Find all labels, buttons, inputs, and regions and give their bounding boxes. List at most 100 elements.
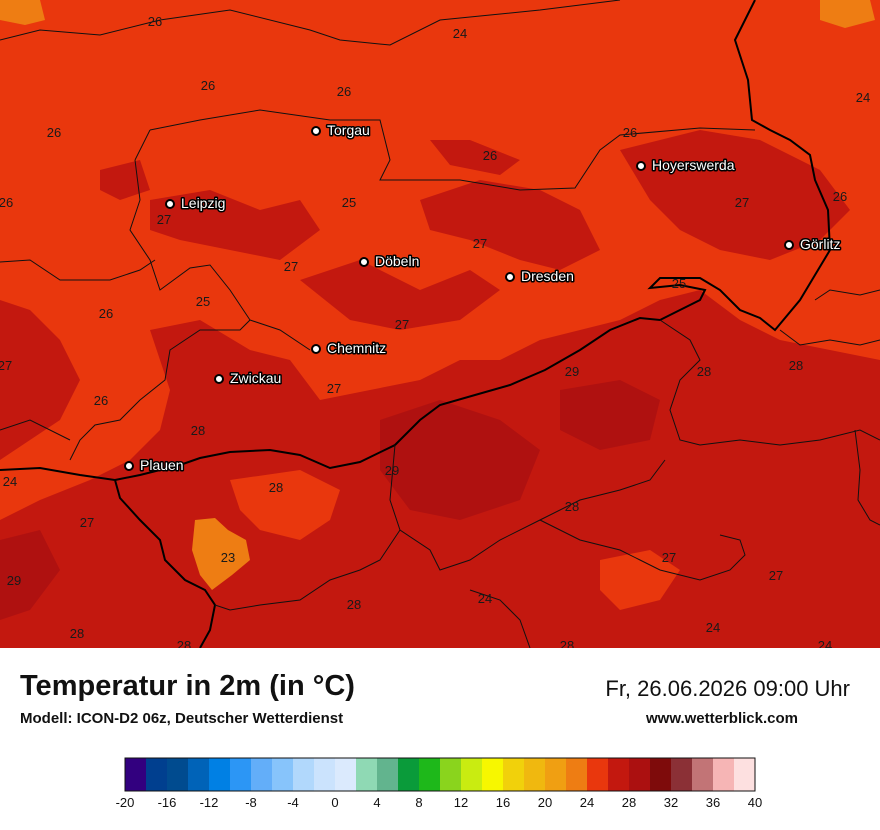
city-dot-icon: [165, 199, 175, 209]
legend-tick-label: 12: [454, 795, 468, 810]
model-info: Modell: ICON-D2 06z, Deutscher Wetterdie…: [20, 710, 344, 727]
city-plauen: Plauen: [124, 456, 185, 475]
city-doebeln: Döbeln: [359, 252, 421, 271]
legend-swatch: [629, 758, 651, 791]
temp-label: 28: [347, 597, 361, 612]
temp-label: 27: [80, 515, 94, 530]
legend-frame: [124, 757, 756, 792]
temp-label: 27: [735, 195, 749, 210]
legend-tick-label: 40: [748, 795, 762, 810]
temp-label: 28: [565, 499, 579, 514]
legend-tick-label: 24: [580, 795, 594, 810]
legend-swatch: [209, 758, 231, 791]
temp-label: 26: [337, 84, 351, 99]
temp-label: 26: [483, 148, 497, 163]
temp-label: 26: [0, 195, 13, 210]
temp-label: 27: [327, 381, 341, 396]
legend-tick-label: -4: [287, 795, 299, 810]
city-dot-icon: [311, 344, 321, 354]
legend-swatch: [734, 758, 756, 791]
temp-label: 23: [221, 550, 235, 565]
temp-label: 28: [191, 423, 205, 438]
map-canvas: 26 24 26 26 24 26 26 26 26 27 27 25 27 2…: [0, 0, 880, 648]
city-label: Torgau: [327, 122, 370, 138]
temp-label: 27: [769, 568, 783, 583]
legend-swatch: [419, 758, 441, 791]
temp-label: 24: [818, 638, 832, 648]
legend-tick-label: 20: [538, 795, 552, 810]
legend-swatch: [335, 758, 357, 791]
legend-swatch: [377, 758, 399, 791]
temp-label: 26: [99, 306, 113, 321]
legend-swatch: [503, 758, 525, 791]
temp-label: 29: [565, 364, 579, 379]
legend-swatch: [650, 758, 672, 791]
city-goerlitz: Görlitz: [784, 235, 842, 254]
legend-tick-label: 36: [706, 795, 720, 810]
temp-label: 24: [453, 26, 467, 41]
temp-label: 24: [856, 90, 870, 105]
city-label: Leipzig: [181, 195, 225, 211]
legend-swatch: [188, 758, 210, 791]
temp-label: 26: [94, 393, 108, 408]
city-dot-icon: [124, 461, 134, 471]
city-dresden: Dresden: [505, 267, 575, 286]
city-dot-icon: [311, 126, 321, 136]
legend-tick-label: 8: [415, 795, 422, 810]
legend-swatch: [125, 758, 147, 791]
temp-label: 27: [284, 259, 298, 274]
temp-label: 27: [395, 317, 409, 332]
legend-swatch: [314, 758, 336, 791]
city-markers: Torgau Hoyerswerda Leipzig Görlitz Döbel…: [124, 121, 842, 475]
city-label: Plauen: [140, 457, 184, 473]
city-label: Hoyerswerda: [652, 157, 735, 173]
city-dot-icon: [505, 272, 515, 282]
city-label: Görlitz: [800, 236, 840, 252]
legend-swatch: [146, 758, 168, 791]
website-link[interactable]: www.wetterblick.com: [646, 710, 798, 727]
legend-swatch: [545, 758, 567, 791]
temp-label: 24: [3, 474, 17, 489]
legend-tick-label: 28: [622, 795, 636, 810]
city-dot-icon: [359, 257, 369, 267]
temp-label: 26: [148, 14, 162, 29]
temperature-field-28-30: [0, 130, 880, 648]
legend-swatch: [566, 758, 588, 791]
temperature-map: 26 24 26 26 24 26 26 26 26 27 27 25 27 2…: [0, 0, 880, 648]
city-dot-icon: [214, 374, 224, 384]
city-dot-icon: [784, 240, 794, 250]
legend-swatch: [230, 758, 252, 791]
city-label: Döbeln: [375, 253, 419, 269]
city-dot-icon: [636, 161, 646, 171]
legend-swatch: [440, 758, 462, 791]
temp-label: 27: [473, 236, 487, 251]
temp-label: 28: [560, 638, 574, 648]
temp-label: 26: [47, 125, 61, 140]
legend-swatch: [608, 758, 630, 791]
map-footer: Temperatur in 2m (in °C) Modell: ICON-D2…: [0, 648, 880, 830]
city-label: Chemnitz: [327, 340, 386, 356]
legend-swatch: [482, 758, 504, 791]
temp-label: 28: [70, 626, 84, 641]
legend-swatch: [587, 758, 609, 791]
temp-label: 24: [706, 620, 720, 635]
temp-label: 27: [662, 550, 676, 565]
district-borders: [0, 0, 756, 461]
legend-swatch: [293, 758, 315, 791]
legend-tick-label: -12: [200, 795, 219, 810]
legend-tick-label: -8: [245, 795, 257, 810]
color-legend: -20 -16 -12 -8 -4 0 4 8 12 16 20 24 28 32 36 40: [116, 757, 763, 810]
legend-ticks: -20 -16 -12 -8 -4 0 4 8 12 16 20 24 28 32 36 40: [116, 795, 763, 810]
legend-tick-label: -16: [158, 795, 177, 810]
temperature-field-29: [0, 380, 660, 620]
temp-label: 25: [672, 276, 686, 291]
city-leipzig: Leipzig: [165, 194, 227, 213]
temp-label: 26: [623, 125, 637, 140]
czech-district-borders: [214, 289, 880, 648]
legend-swatches: [124, 757, 756, 792]
temp-label: 29: [385, 463, 399, 478]
legend-swatch: [461, 758, 483, 791]
temp-label: 25: [342, 195, 356, 210]
legend-swatch: [713, 758, 735, 791]
temp-label: 28: [789, 358, 803, 373]
